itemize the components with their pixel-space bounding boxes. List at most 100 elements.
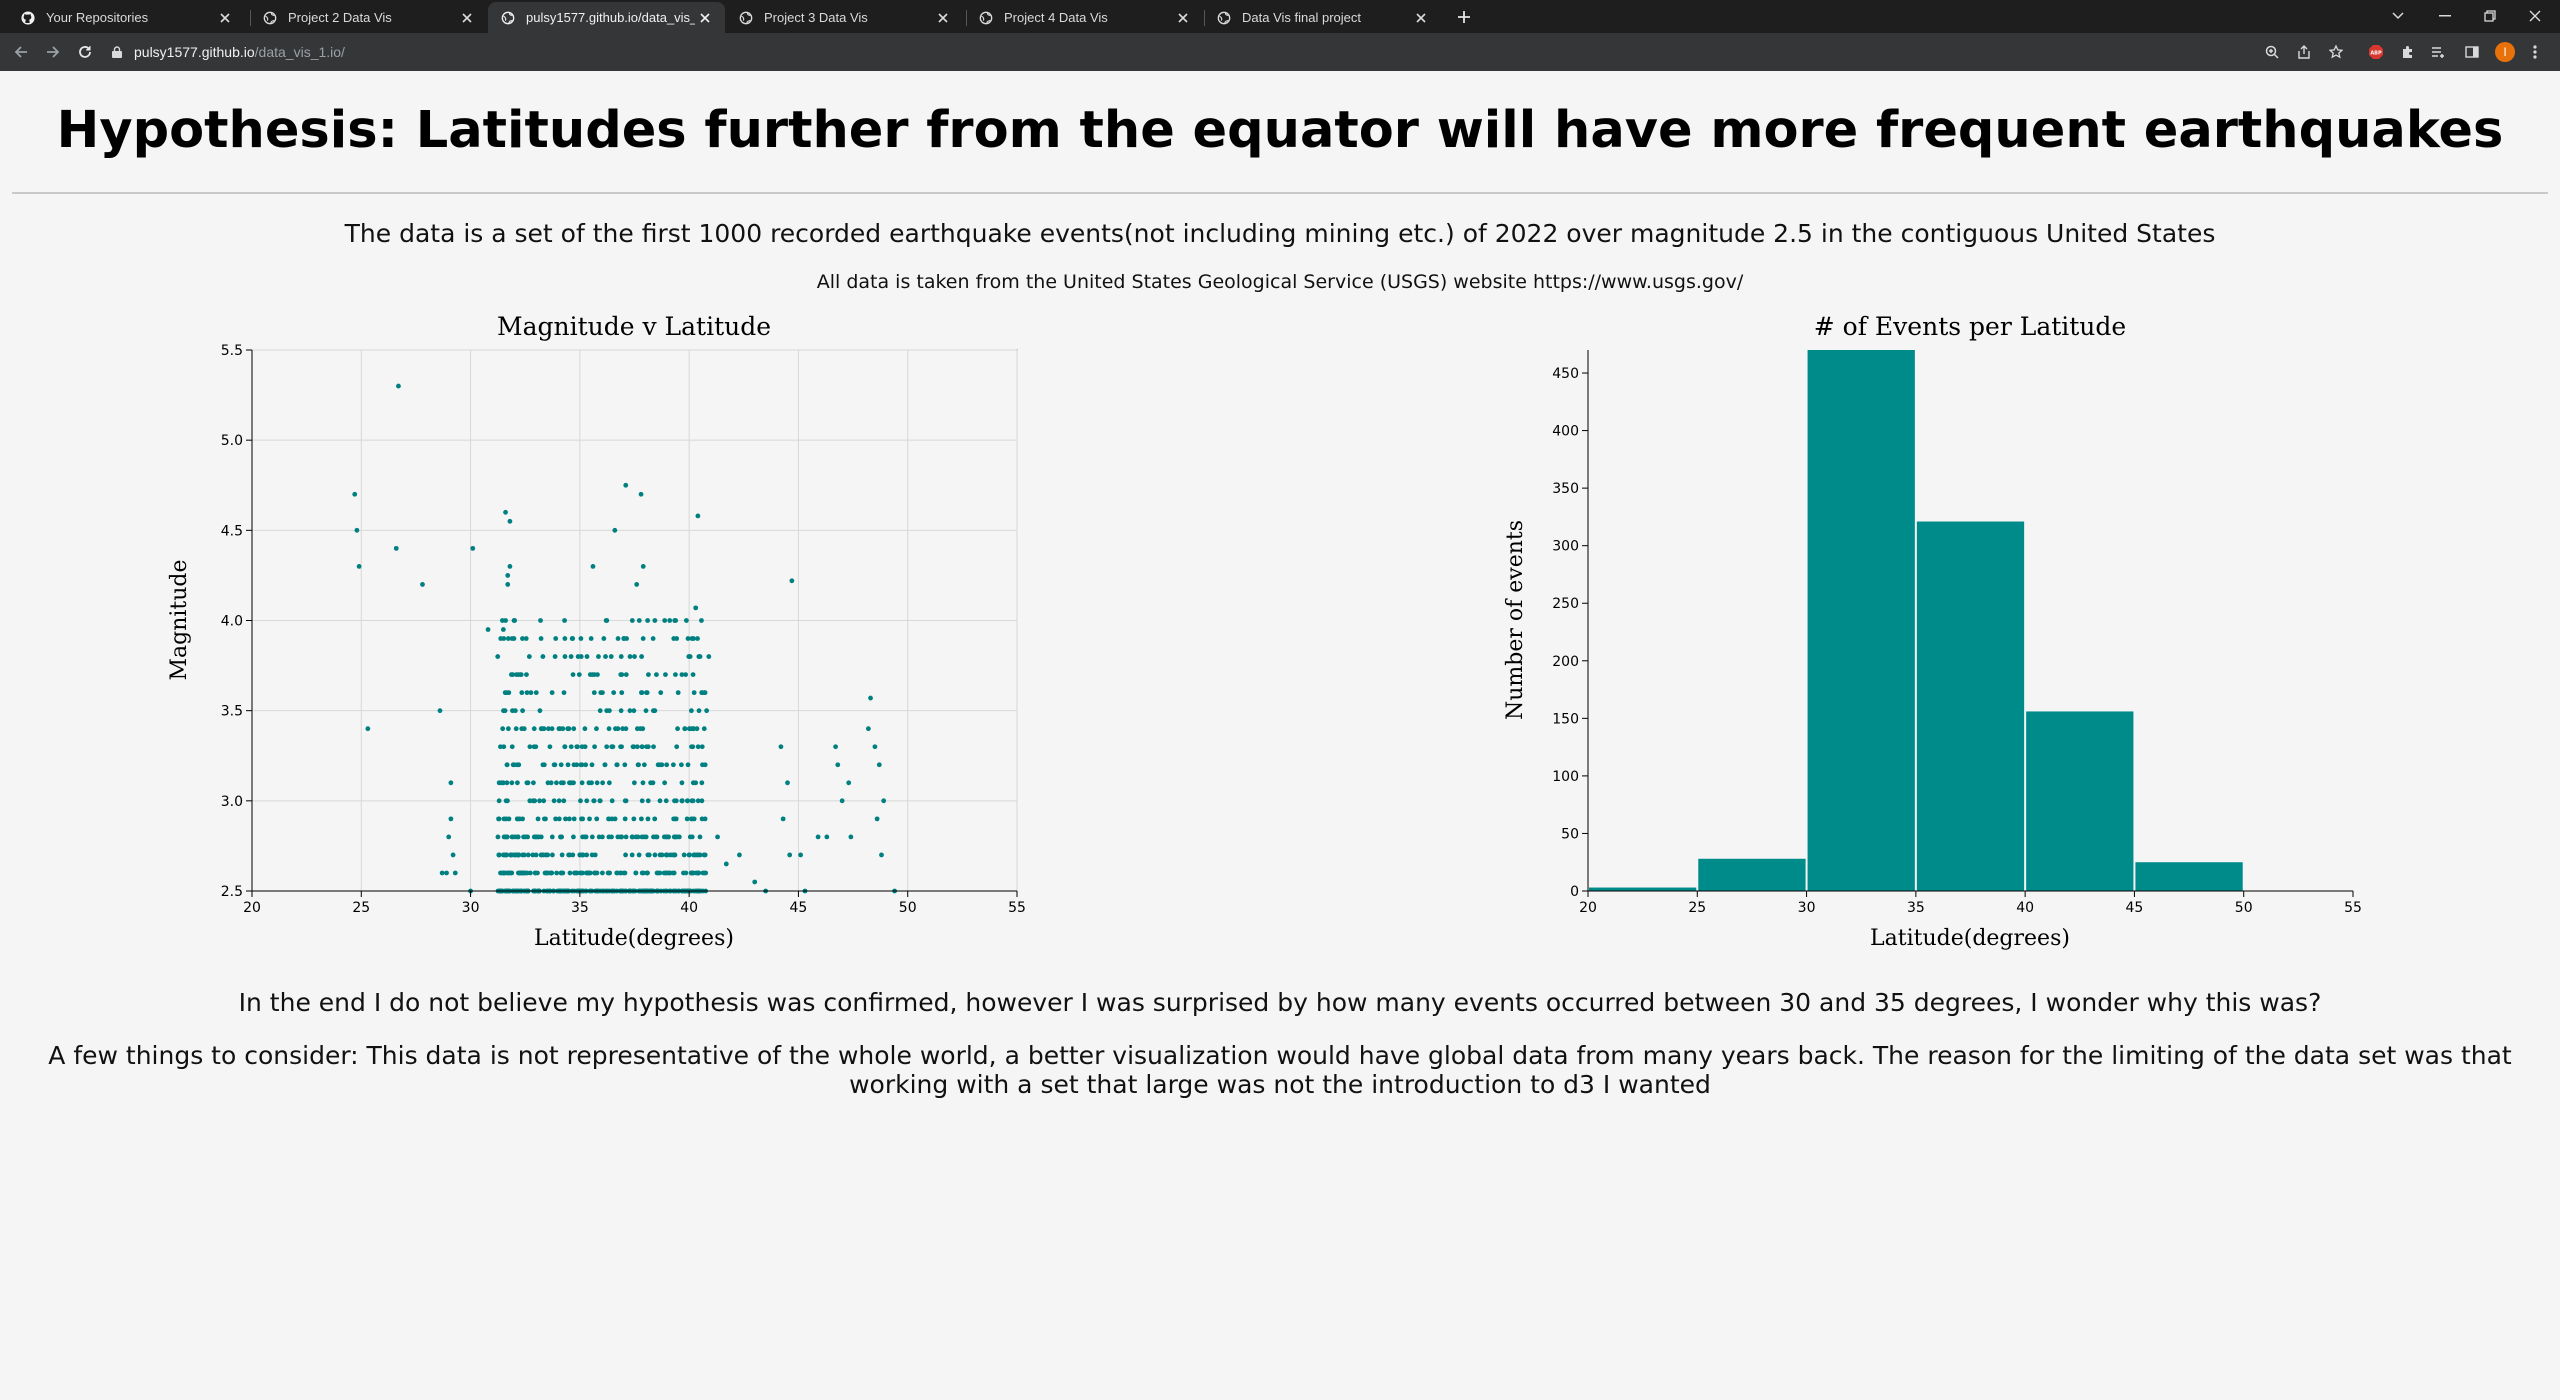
- data-point: [627, 654, 633, 659]
- data-point: [521, 834, 526, 840]
- y-tick-label: 3.0: [221, 794, 243, 810]
- data-point: [634, 726, 640, 732]
- tab-project-4[interactable]: Project 4 Data Vis: [966, 2, 1203, 33]
- data-point: [634, 582, 640, 587]
- data-point: [591, 798, 597, 804]
- close-window-button[interactable]: [2522, 4, 2548, 28]
- data-point: [652, 618, 658, 623]
- data-point: [601, 636, 607, 641]
- data-point: [500, 726, 506, 732]
- hist-y-axis: 0 50 100 150 200 250 300 350 400 450: [1552, 350, 1589, 900]
- web-page: Hypothesis: Latitudes further from the e…: [0, 71, 2560, 1400]
- data-point: [622, 762, 628, 768]
- data-point: [548, 780, 554, 786]
- data-point: [512, 708, 518, 714]
- side-panel-icon[interactable]: [2462, 42, 2482, 62]
- data-point: [551, 798, 557, 804]
- conclusion-text: In the end I do not believe my hypothesi…: [238, 988, 2322, 1017]
- adblock-icon[interactable]: ABP: [2366, 42, 2386, 62]
- data-point: [603, 654, 608, 659]
- zoom-icon[interactable]: [2262, 42, 2282, 62]
- close-tab-icon[interactable]: [1411, 8, 1431, 28]
- address-bar[interactable]: pulsy1577.github.io/data_vis_1.io/: [112, 37, 2242, 67]
- data-point: [514, 780, 520, 786]
- data-point: [552, 762, 558, 768]
- data-point: [650, 780, 656, 786]
- data-point: [651, 744, 656, 750]
- data-point: [868, 695, 873, 701]
- new-tab-button[interactable]: [1452, 5, 1476, 29]
- data-point: [396, 383, 401, 389]
- reload-button[interactable]: [74, 41, 96, 63]
- data-point: [578, 798, 583, 804]
- data-point: [679, 780, 685, 786]
- data-point: [558, 834, 563, 840]
- minimize-button[interactable]: [2432, 4, 2458, 28]
- data-point: [571, 834, 576, 840]
- extensions-puzzle-icon[interactable]: [2398, 42, 2418, 62]
- data-point: [674, 636, 680, 641]
- data-point: [539, 852, 545, 858]
- y-tick-label: 0: [1570, 884, 1579, 900]
- forward-button[interactable]: [42, 41, 64, 63]
- tab-project-2[interactable]: Project 2 Data Vis: [250, 2, 487, 33]
- histogram-bar: [1916, 521, 2025, 891]
- reading-list-icon[interactable]: [2428, 42, 2448, 62]
- data-point: [509, 744, 515, 750]
- tab-your-repositories[interactable]: Your Repositories: [8, 2, 245, 33]
- close-tab-icon[interactable]: [933, 8, 953, 28]
- data-point: [715, 834, 720, 840]
- back-button[interactable]: [10, 41, 32, 63]
- data-point: [676, 834, 682, 840]
- data-point: [609, 834, 614, 840]
- data-point: [530, 852, 536, 858]
- share-icon[interactable]: [2294, 42, 2314, 62]
- data-point: [615, 726, 621, 732]
- close-tab-icon[interactable]: [215, 8, 235, 28]
- data-point: [559, 852, 565, 858]
- data-point: [699, 798, 705, 804]
- data-point: [604, 618, 610, 623]
- close-tab-icon[interactable]: [1173, 8, 1193, 28]
- bookmark-star-icon[interactable]: [2326, 42, 2346, 62]
- tab-search-icon[interactable]: [2385, 4, 2411, 28]
- data-point: [531, 780, 536, 786]
- data-point: [663, 672, 668, 677]
- data-point: [562, 744, 568, 750]
- data-point: [524, 690, 530, 696]
- data-point: [495, 834, 501, 840]
- lock-icon[interactable]: [112, 44, 134, 60]
- data-point: [511, 636, 517, 641]
- data-point: [567, 870, 573, 876]
- close-tab-icon[interactable]: [457, 8, 477, 28]
- hist-x-label: Latitude(degrees): [1870, 926, 2070, 951]
- data-point: [543, 870, 549, 876]
- data-point: [589, 834, 595, 840]
- close-tab-icon[interactable]: [695, 8, 715, 28]
- data-point: [629, 834, 635, 840]
- profile-avatar[interactable]: I: [2495, 42, 2515, 62]
- data-point: [688, 708, 694, 714]
- y-tick-label: 350: [1552, 481, 1579, 497]
- data-point: [505, 573, 511, 578]
- tab-project-3[interactable]: Project 3 Data Vis: [726, 2, 963, 33]
- data-point: [513, 726, 519, 732]
- data-point: [393, 545, 399, 551]
- chrome-menu-icon[interactable]: [2525, 42, 2545, 62]
- restore-button[interactable]: [2477, 4, 2503, 28]
- data-point: [699, 780, 705, 786]
- data-point: [686, 852, 692, 858]
- data-point: [452, 870, 458, 876]
- data-point: [591, 672, 597, 677]
- y-tick-label: 4.5: [221, 523, 243, 539]
- tab-data-vis-1-active[interactable]: pulsy1577.github.io/data_vis_1.io/: [488, 2, 725, 33]
- data-point: [699, 618, 704, 623]
- histogram-bar: [2026, 711, 2134, 891]
- data-point: [576, 672, 582, 677]
- data-point: [547, 744, 553, 750]
- data-point: [524, 780, 530, 786]
- tab-final-project[interactable]: Data Vis final project: [1204, 2, 1441, 33]
- data-point: [690, 744, 696, 750]
- x-tick-label: 25: [1688, 900, 1706, 916]
- data-point: [556, 816, 562, 822]
